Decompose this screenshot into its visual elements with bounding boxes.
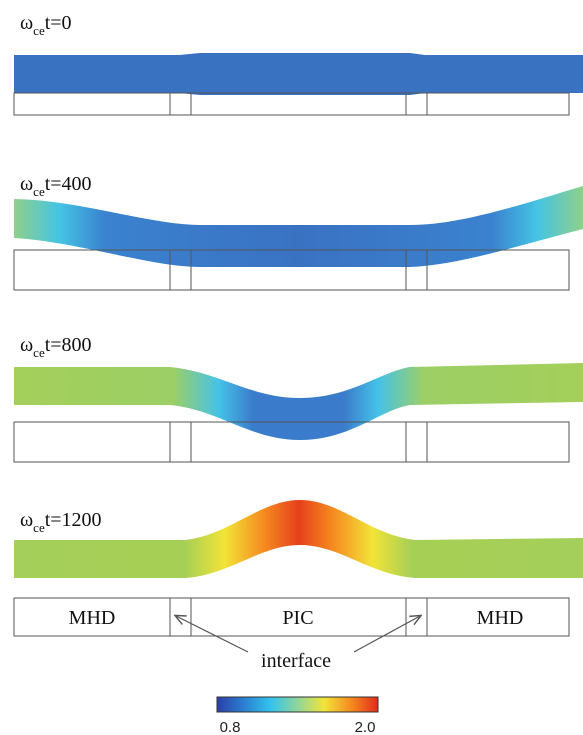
panel-label-t400: ωcet=400	[20, 173, 92, 199]
interface-label: interface	[261, 650, 331, 672]
interface-arrow-right	[353, 616, 420, 653]
density-band-t0	[14, 53, 583, 95]
colorbar: 0.8 2.0	[216, 696, 379, 735]
colorbar-max-label: 2.0	[355, 719, 376, 735]
panel-t400: ωcet=400	[13, 173, 583, 291]
domain-boxes-t0	[13, 92, 570, 116]
colorbar-min-label: 0.8	[220, 719, 241, 735]
region-label-mhd-right: MHD	[477, 607, 524, 629]
density-band-t800	[14, 363, 583, 440]
region-label-pic: PIC	[282, 607, 313, 629]
region-label-mhd-left: MHD	[69, 607, 116, 629]
density-band-t1200	[14, 500, 583, 578]
domain-boxes-t800	[13, 421, 570, 463]
interface-arrow-left	[176, 616, 249, 653]
colorbar-gradient	[216, 696, 379, 713]
panel-t800: ωcet=800	[13, 334, 583, 463]
panel-t0: ωcet=0	[13, 12, 583, 116]
panel-label-t800: ωcet=800	[20, 334, 92, 360]
interface-annotation: interface	[176, 616, 420, 672]
panel-label-t0: ωcet=0	[20, 12, 72, 38]
density-band-t400	[14, 186, 583, 267]
domain-boxes-t1200	[13, 597, 570, 637]
panel-t1200: ωcet=1200 MHD PIC MHD	[13, 500, 583, 637]
domain-boxes-t400	[13, 249, 570, 291]
panel-label-t1200: ωcet=1200	[20, 509, 102, 535]
